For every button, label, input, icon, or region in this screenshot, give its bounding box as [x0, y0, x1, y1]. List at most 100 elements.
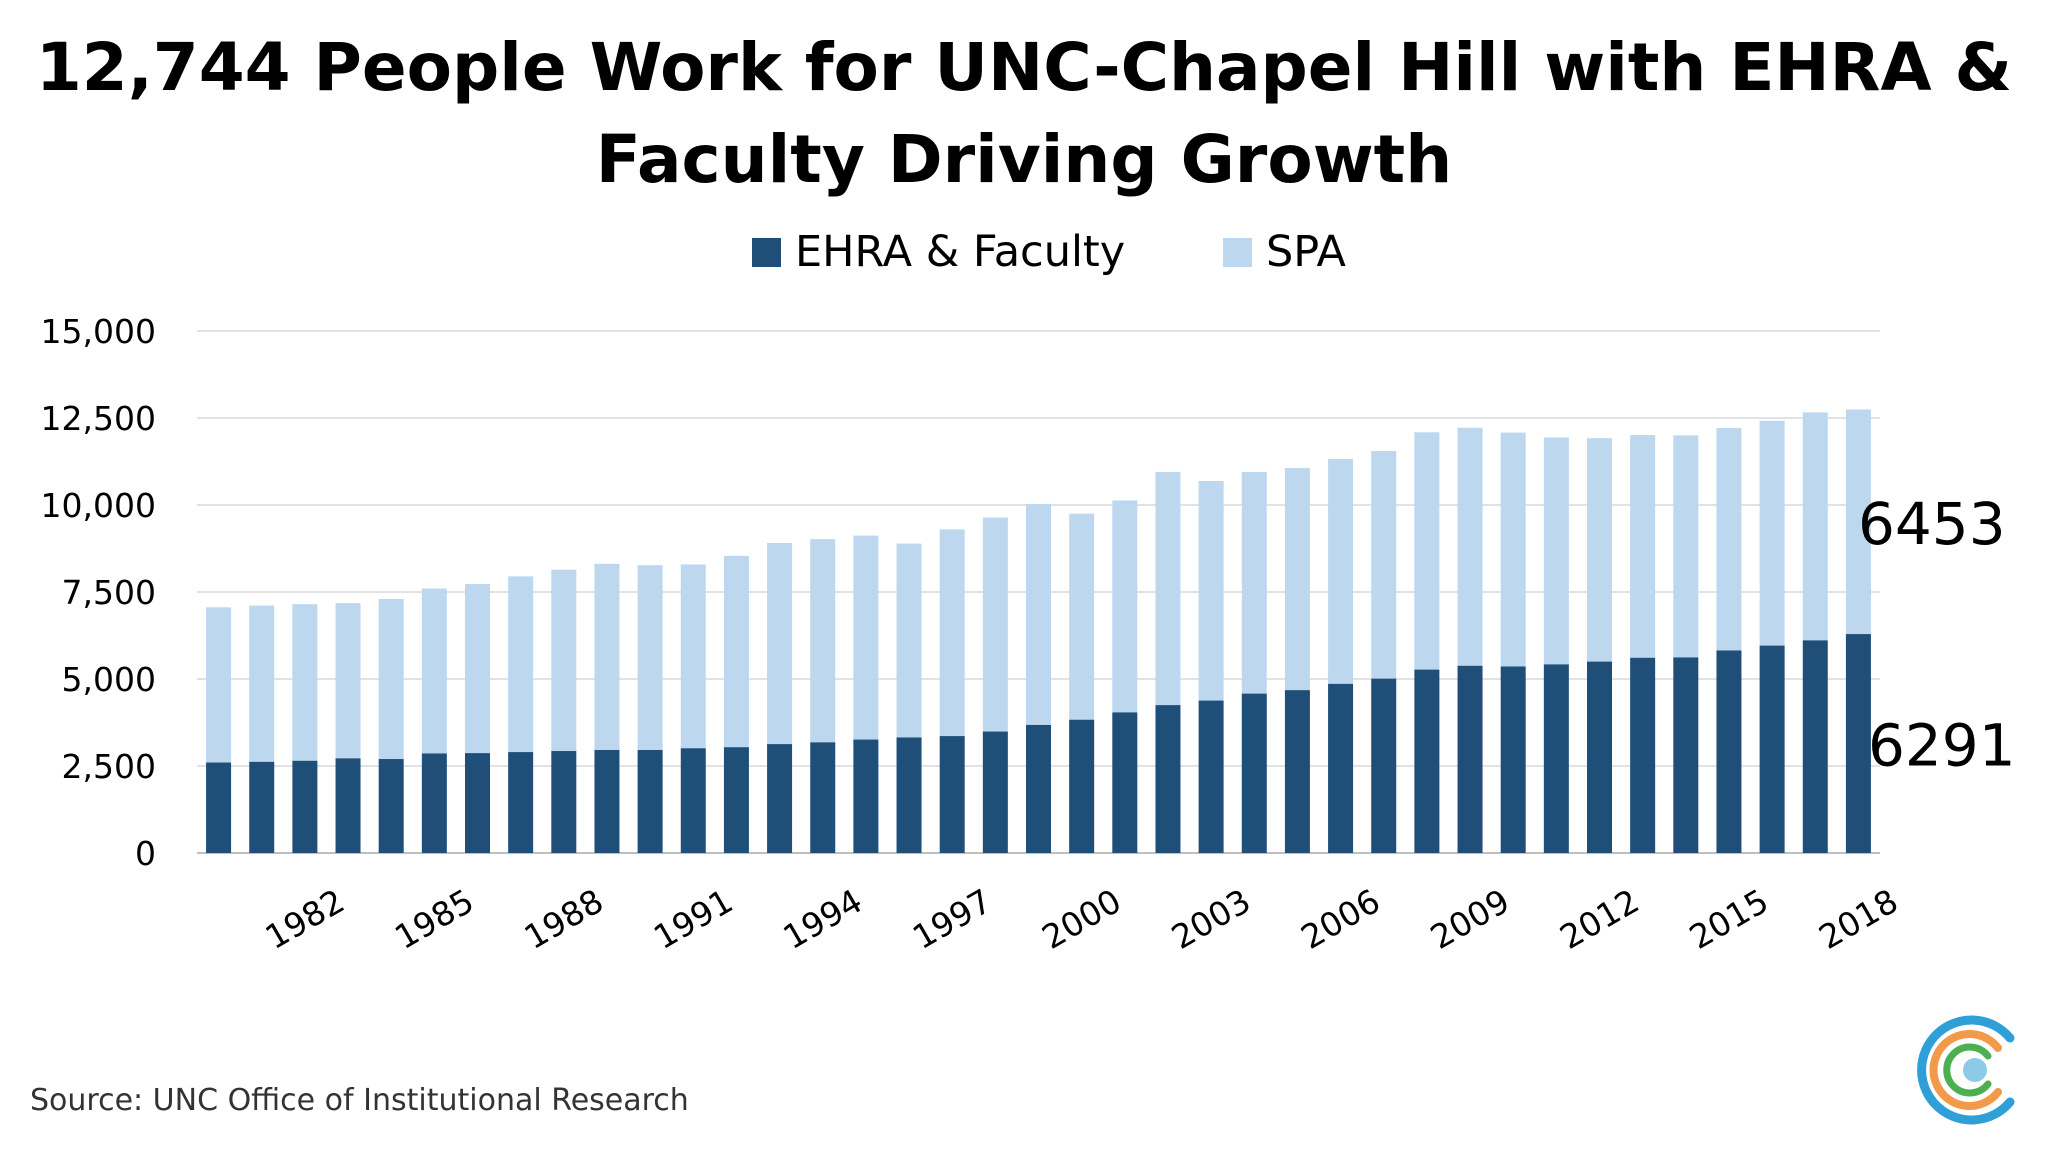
- bar-spa: [594, 563, 620, 750]
- chart-title-line-2: Faculty Driving Growth: [595, 121, 1453, 198]
- bar-ehra: [421, 753, 447, 853]
- bar-spa: [421, 588, 447, 754]
- bar-spa: [1543, 437, 1569, 665]
- data-label-spa: 6453: [1858, 490, 2006, 558]
- source-note: Source: UNC Office of Institutional Rese…: [30, 1083, 689, 1118]
- bar-ehra: [896, 737, 922, 853]
- bar-ehra: [1457, 665, 1483, 853]
- x-tick-label: 2015: [1683, 881, 1775, 957]
- bar-spa: [680, 564, 706, 749]
- x-tick-label: 2018: [1812, 881, 1904, 957]
- bar-spa: [982, 517, 1008, 732]
- bar-spa: [465, 583, 490, 754]
- bar-ehra: [1284, 690, 1310, 853]
- bar-ehra: [508, 752, 534, 853]
- bar-ehra: [1500, 666, 1526, 853]
- bar-spa: [1112, 500, 1138, 713]
- bar-spa: [1673, 435, 1699, 658]
- bar-ehra: [853, 739, 879, 853]
- bar-ehra: [1198, 700, 1224, 853]
- bar-spa: [1328, 459, 1354, 684]
- y-tick-label: 12,500: [41, 399, 156, 438]
- x-tick-label: 1991: [647, 881, 739, 957]
- x-tick-label: 2006: [1294, 881, 1386, 957]
- bar-spa: [1069, 513, 1095, 720]
- bar-ehra: [982, 731, 1008, 853]
- bar-ehra: [335, 758, 361, 853]
- x-tick-label: 1988: [518, 881, 610, 957]
- x-tick-label: 1994: [776, 881, 868, 957]
- bar-ehra: [465, 753, 490, 853]
- data-label-ehra: 6291: [1868, 712, 2016, 780]
- bar-spa: [249, 605, 275, 762]
- bar-ehra: [1155, 705, 1181, 853]
- bar-ehra: [1543, 664, 1569, 853]
- legend-swatch-ehra: [752, 237, 781, 267]
- x-tick-label: 2009: [1424, 881, 1516, 957]
- bar-spa: [1284, 468, 1310, 691]
- y-tick-label: 2,500: [62, 747, 156, 786]
- legend-item-ehra: EHRA & Faculty: [752, 222, 1125, 282]
- bar-ehra: [1673, 657, 1699, 853]
- bar-ehra: [810, 742, 836, 853]
- bar-ehra: [1069, 719, 1095, 853]
- chart-title: 12,744 People Work for UNC-Chapel Hill w…: [0, 22, 2048, 206]
- bar-ehra: [1587, 661, 1612, 853]
- legend-item-spa: SPA: [1223, 222, 1346, 282]
- bar-spa: [1759, 420, 1785, 646]
- legend-label-spa: SPA: [1266, 227, 1346, 277]
- legend-swatch-spa: [1223, 237, 1252, 267]
- bar-ehra: [551, 751, 577, 853]
- bar-ehra: [1241, 693, 1267, 853]
- bar-spa: [1026, 503, 1051, 725]
- bar-spa: [1716, 428, 1742, 651]
- bar-ehra: [249, 761, 275, 853]
- bar-ehra: [939, 736, 965, 853]
- bar-spa: [853, 535, 879, 740]
- bar-ehra: [1845, 634, 1871, 853]
- bar-spa: [767, 542, 793, 745]
- bar-ehra: [594, 749, 620, 853]
- bar-ehra: [1026, 724, 1051, 853]
- x-tick-label: 2012: [1553, 881, 1645, 957]
- bar-spa: [1414, 432, 1440, 670]
- bar-ehra: [1716, 650, 1742, 853]
- bar-ehra: [1414, 669, 1440, 853]
- bar-ehra: [1328, 683, 1354, 853]
- bar-spa: [1587, 438, 1612, 662]
- logo-icon: [1917, 1015, 2015, 1125]
- bar-ehra: [723, 747, 749, 853]
- y-tick-label: 0: [135, 834, 156, 873]
- bar-ehra: [767, 744, 793, 853]
- bar-spa: [1198, 480, 1224, 701]
- x-tick-label: 1982: [259, 881, 351, 957]
- bar-spa: [1500, 432, 1526, 667]
- bar-spa: [1457, 427, 1483, 666]
- bar-spa: [723, 555, 749, 748]
- bar-spa: [335, 603, 361, 759]
- bar-spa: [1155, 471, 1181, 706]
- bar-spa: [1845, 409, 1871, 635]
- bar-spa: [939, 529, 965, 737]
- bar-spa: [206, 607, 232, 763]
- bar-ehra: [637, 749, 663, 853]
- y-tick-label: 15,000: [41, 312, 156, 351]
- bar-spa: [378, 598, 404, 760]
- legend-label-ehra: EHRA & Faculty: [795, 227, 1126, 277]
- bar-ehra: [292, 760, 318, 853]
- bar-ehra: [680, 748, 706, 853]
- bar-spa: [1371, 451, 1397, 679]
- bar-spa: [896, 543, 922, 738]
- chart-legend: EHRA & Faculty SPA: [0, 222, 2048, 282]
- bar-spa: [637, 565, 663, 750]
- bar-spa: [1241, 471, 1267, 694]
- x-tick-label: 2000: [1035, 881, 1127, 957]
- y-tick-label: 5,000: [62, 660, 156, 699]
- x-tick-label: 2003: [1165, 881, 1257, 957]
- bar-spa: [292, 604, 318, 761]
- bar-ehra: [1630, 657, 1656, 853]
- bar-spa: [1630, 435, 1656, 658]
- bar-ehra: [378, 759, 404, 853]
- x-tick-label: 1985: [388, 881, 480, 957]
- bar-spa: [810, 539, 836, 743]
